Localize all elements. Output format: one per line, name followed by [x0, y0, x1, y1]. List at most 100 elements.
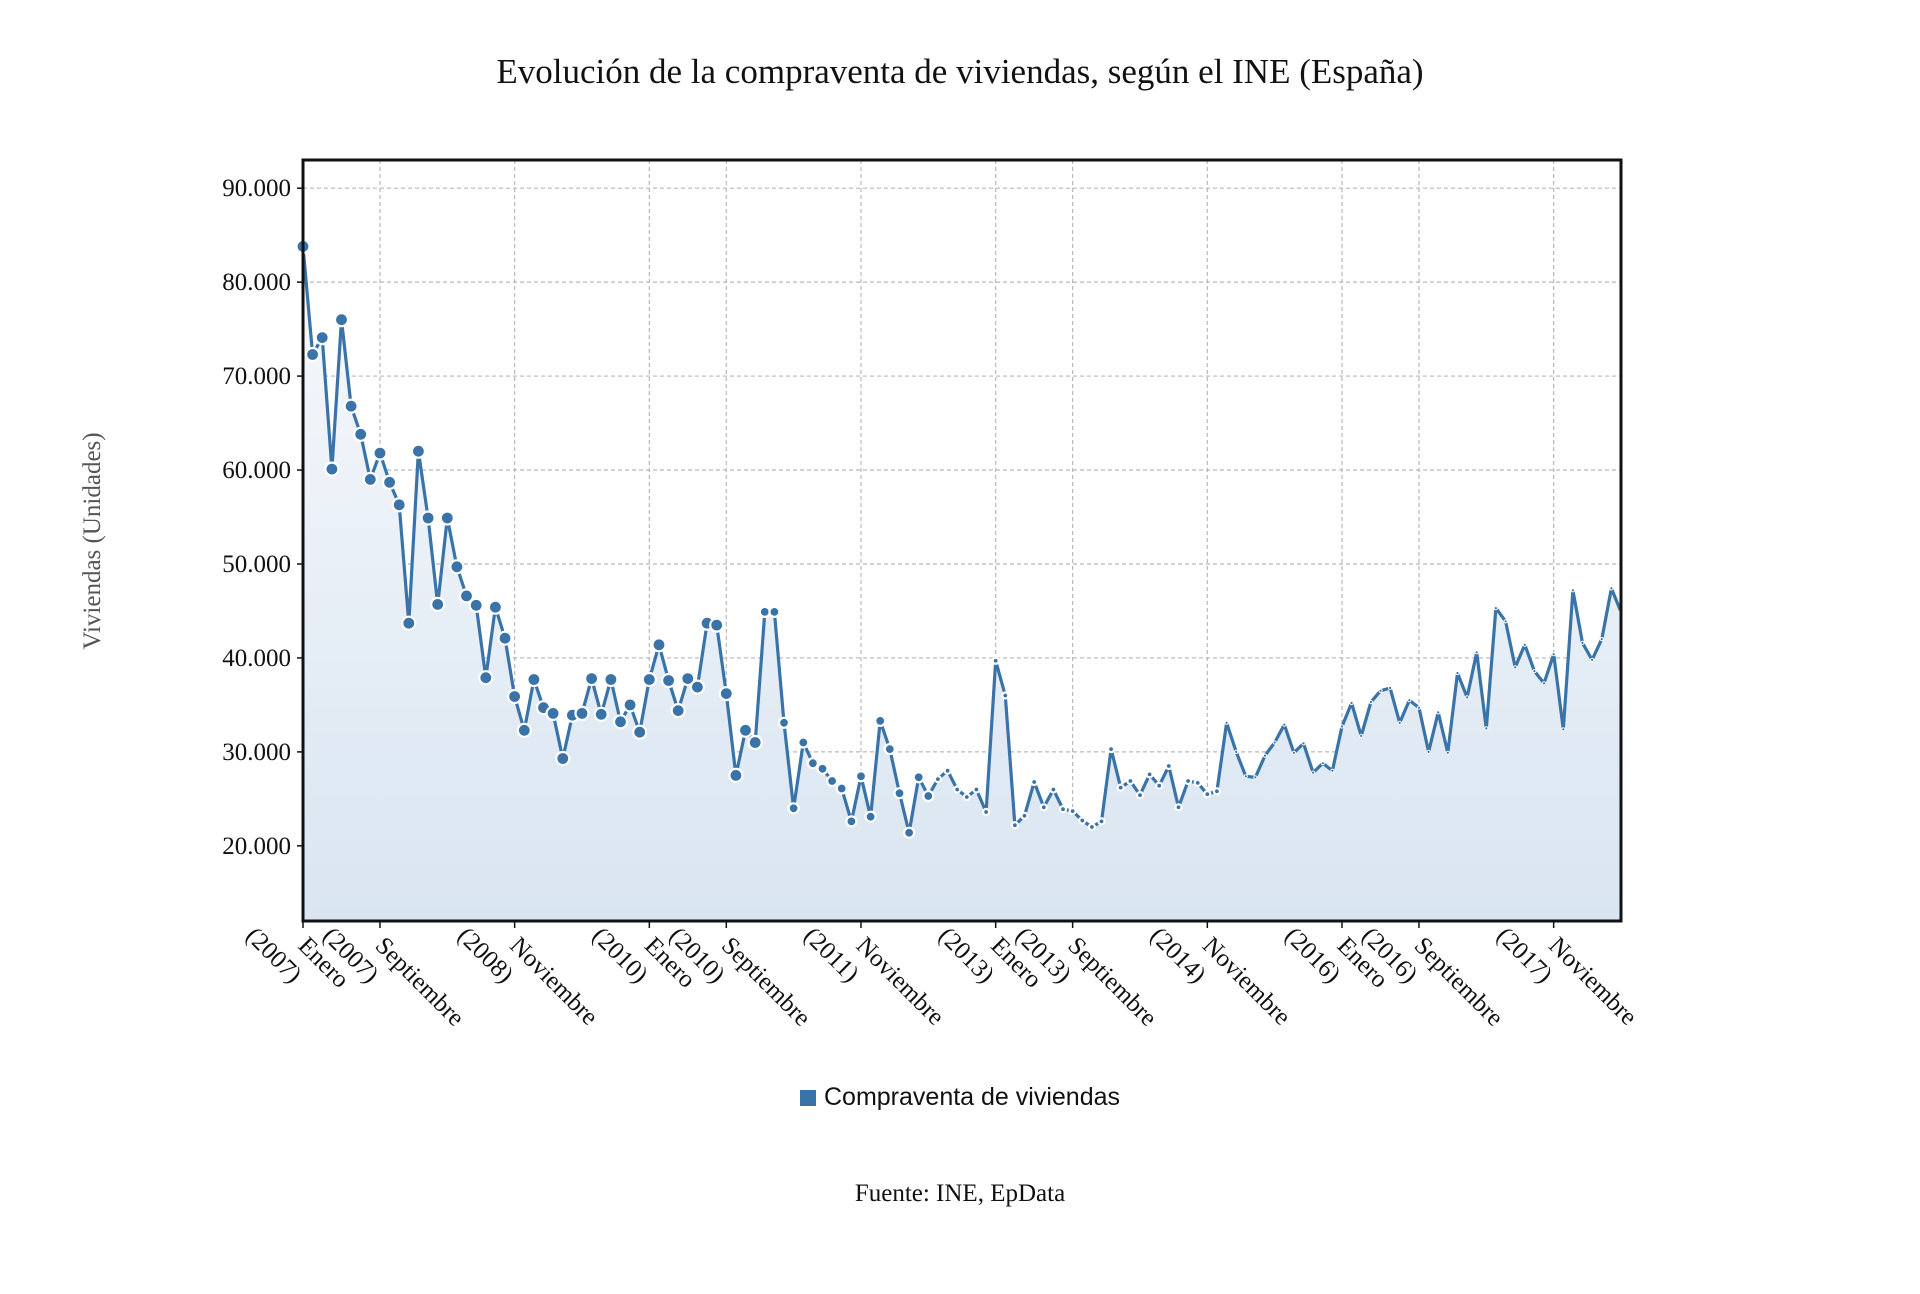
- data-point: [612, 714, 629, 730]
- data-point: [1388, 685, 1393, 691]
- data-point: [372, 445, 388, 461]
- data-point: [1155, 781, 1164, 790]
- data-point: [933, 774, 943, 784]
- source-note: Fuente: INE, EpData: [854, 1180, 1066, 1207]
- data-point: [1243, 774, 1248, 779]
- data-point: [718, 685, 734, 702]
- data-point: [1522, 642, 1527, 647]
- data-point: [439, 510, 455, 526]
- data-point: [1474, 650, 1479, 655]
- data-point: [1068, 806, 1077, 816]
- y-tick-label: 80.000: [222, 269, 291, 296]
- data-point: [1262, 753, 1268, 758]
- data-point: [747, 734, 763, 751]
- data-point: [728, 767, 744, 784]
- data-point: [991, 656, 1000, 665]
- data-point: [603, 671, 619, 688]
- data-point: [526, 671, 542, 688]
- data-point: [593, 706, 609, 722]
- data-point: [1097, 817, 1106, 826]
- data-point: [382, 474, 398, 490]
- data-point: [962, 792, 971, 802]
- data-point: [1164, 761, 1173, 771]
- data-point: [1570, 588, 1576, 593]
- data-point: [516, 722, 532, 738]
- data-point: [1609, 586, 1614, 591]
- data-point: [1426, 749, 1431, 755]
- data-point: [574, 705, 590, 722]
- data-point: [1030, 777, 1039, 787]
- x-tick-label: Noviembre(2014): [1145, 901, 1296, 1052]
- data-point: [922, 789, 935, 803]
- data-point: [1234, 749, 1239, 755]
- data-point: [864, 810, 877, 823]
- data-point: [835, 782, 848, 795]
- data-point: [893, 787, 906, 800]
- data-point: [1484, 726, 1489, 731]
- data-point: [410, 443, 426, 459]
- data-point: [1532, 669, 1537, 674]
- data-point: [497, 630, 513, 646]
- data-point: [902, 826, 916, 839]
- x-tick-label: Noviembre(2008): [452, 901, 603, 1052]
- data-point: [670, 702, 686, 719]
- data-point: [1416, 705, 1422, 710]
- data-point: [401, 615, 417, 631]
- data-point: [943, 766, 952, 775]
- data-point: [1503, 619, 1508, 624]
- data-point: [689, 679, 706, 695]
- y-tick-label: 20.000: [222, 833, 291, 860]
- y-tick-label: 30.000: [222, 739, 291, 766]
- data-point: [314, 330, 330, 346]
- data-point: [545, 705, 561, 722]
- data-point: [1513, 665, 1518, 670]
- data-point: [1087, 822, 1097, 832]
- data-point: [343, 398, 359, 414]
- data-point: [1001, 691, 1010, 700]
- chart-title: Evolución de la compraventa de viviendas…: [496, 52, 1424, 91]
- data-point: [1493, 606, 1499, 611]
- legend[interactable]: Compraventa de viviendas: [0, 1083, 1920, 1112]
- data-point: [1058, 805, 1068, 814]
- legend-label: Compraventa de viviendas: [824, 1083, 1120, 1111]
- data-point: [632, 724, 648, 740]
- data-point: [333, 312, 350, 328]
- x-axis-ticks: Enero(2007) Septiembre(2007) Noviembre(200…: [240, 901, 1642, 1052]
- x-tick-label: Noviembre(2017): [1491, 901, 1642, 1052]
- legend-swatch: [800, 1090, 816, 1106]
- data-point: [1330, 768, 1335, 773]
- data-point: [1116, 783, 1125, 792]
- data-point: [1561, 727, 1566, 732]
- data-point: [1541, 681, 1547, 686]
- data-point: [737, 722, 754, 738]
- data-point: [1436, 710, 1441, 715]
- y-tick-label: 50.000: [222, 551, 291, 578]
- data-point: [353, 426, 369, 442]
- y-axis-label: Viviendas (Unidades): [79, 432, 106, 649]
- data-point: [1145, 770, 1154, 779]
- data-point: [912, 771, 925, 784]
- data-point: [806, 757, 820, 770]
- data-point: [816, 762, 829, 775]
- y-tick-label: 90.000: [222, 175, 291, 202]
- data-point: [1212, 787, 1222, 796]
- data-point: [1078, 816, 1087, 825]
- data-point: [1224, 720, 1229, 725]
- data-point: [680, 670, 696, 687]
- data-point: [1445, 750, 1450, 755]
- data-point: [651, 637, 667, 653]
- data-point: [622, 697, 638, 713]
- data-point: [1407, 698, 1412, 703]
- data-point: [487, 599, 503, 615]
- data-point: [709, 617, 725, 633]
- data-point: [1010, 821, 1020, 830]
- data-point: [449, 559, 465, 575]
- data-point: [1349, 700, 1354, 706]
- data-point: [1272, 740, 1277, 745]
- data-point: [1551, 652, 1556, 657]
- data-point: [1183, 776, 1193, 786]
- data-point: [468, 597, 484, 613]
- data-point: [1135, 790, 1145, 800]
- data-point: [506, 688, 523, 705]
